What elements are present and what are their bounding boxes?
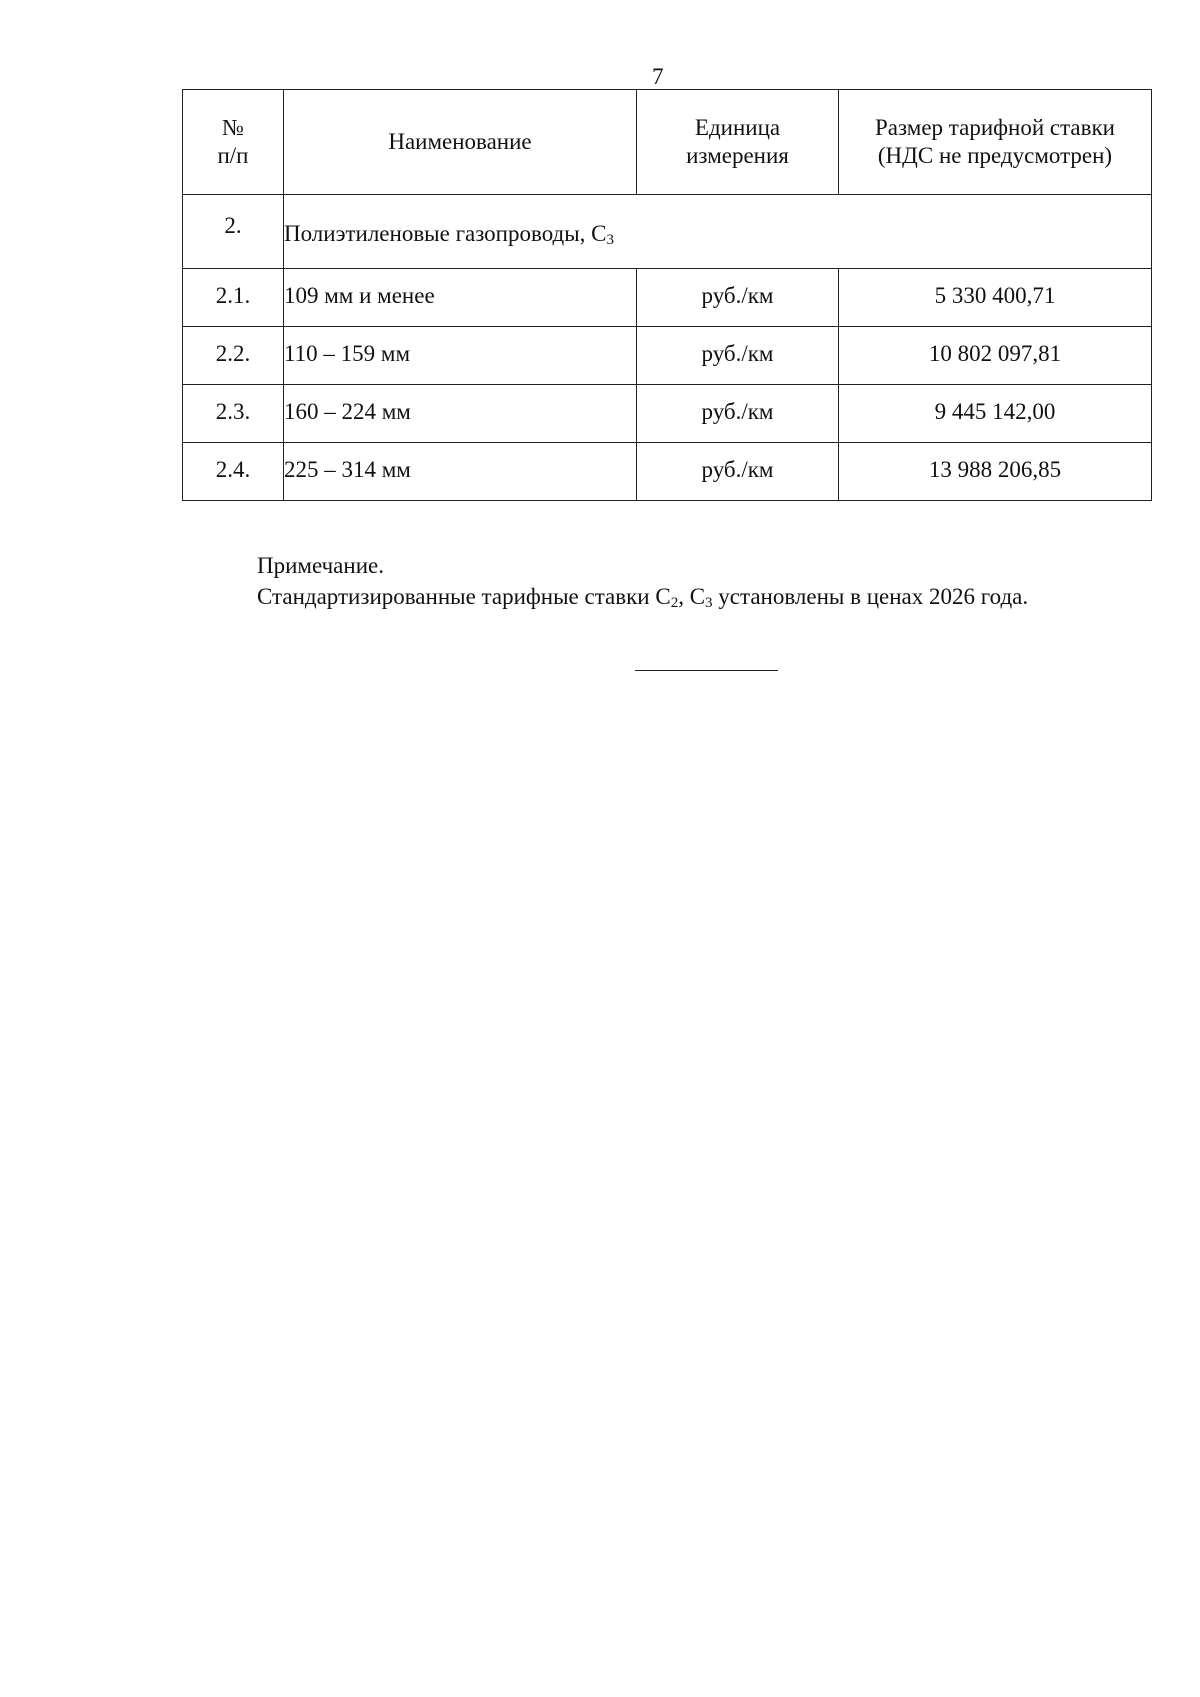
page-number: 7 xyxy=(652,64,664,89)
header-name: Наименование xyxy=(283,89,637,195)
note-body: Стандартизированные тарифные ставки С2, … xyxy=(183,581,1133,619)
row-num: 2.1. xyxy=(182,268,284,327)
table-row: 2.2. 110 – 159 мм руб./км 10 802 097,81 xyxy=(182,326,1152,385)
row-name: 110 – 159 мм xyxy=(283,326,637,385)
row-rate: 10 802 097,81 xyxy=(838,326,1152,385)
table-row: 2.1. 109 мм и менее руб./км 5 330 400,71 xyxy=(182,268,1152,327)
row-name: 225 – 314 мм xyxy=(283,442,637,501)
row-num: 2.2. xyxy=(182,326,284,385)
row-rate: 5 330 400,71 xyxy=(838,268,1152,327)
section-row: 2. Полиэтиленовые газопроводы, С3 xyxy=(182,194,1152,269)
header-unit-line2: измерения xyxy=(686,143,789,168)
note-text-1: Стандартизированные тарифные ставки С xyxy=(257,584,671,609)
tariff-table: № п/п Наименование Единица измерения Разме… xyxy=(182,89,1152,501)
header-num: № п/п xyxy=(182,89,284,195)
table-header-row: № п/п Наименование Единица измерения Разме… xyxy=(182,89,1152,195)
header-rate: Размер тарифной ставки (НДС не предусмотр… xyxy=(838,89,1152,195)
section-name: Полиэтиленовые газопроводы, С3 xyxy=(283,194,1152,269)
table-row: 2.4. 225 – 314 мм руб./км 13 988 206,85 xyxy=(182,442,1152,501)
header-unit-line1: Единица xyxy=(694,115,781,140)
row-num: 2.4. xyxy=(182,442,284,501)
note-sub-1: 2 xyxy=(670,595,679,611)
table-row: 2.3. 160 – 224 мм руб./км 9 445 142,00 xyxy=(182,384,1152,443)
row-unit: руб./км xyxy=(636,268,839,327)
row-rate: 13 988 206,85 xyxy=(838,442,1152,501)
note-text-2: , С xyxy=(678,584,706,609)
end-divider xyxy=(635,670,778,671)
header-rate-line2: (НДС не предусмотрен) xyxy=(877,143,1113,168)
note-sub-2: 3 xyxy=(705,595,713,611)
row-num: 2.3. xyxy=(182,384,284,443)
row-name: 160 – 224 мм xyxy=(283,384,637,443)
row-unit: руб./км xyxy=(636,326,839,385)
row-unit: руб./км xyxy=(636,384,839,443)
header-unit: Единица измерения xyxy=(636,89,839,195)
row-rate: 9 445 142,00 xyxy=(838,384,1152,443)
row-unit: руб./км xyxy=(636,442,839,501)
section-name-sub: 3 xyxy=(606,232,615,248)
header-num-line2: п/п xyxy=(217,143,249,168)
section-name-text: Полиэтиленовые газопроводы, С xyxy=(284,221,607,246)
note-text-3: установлены в ценах 2026 года. xyxy=(712,584,1029,609)
header-rate-line1: Размер тарифной ставки xyxy=(875,115,1115,140)
header-num-line1: № xyxy=(222,115,244,140)
row-name: 109 мм и менее xyxy=(283,268,637,327)
note-title: Примечание. xyxy=(257,553,384,578)
section-num: 2. xyxy=(182,194,284,269)
